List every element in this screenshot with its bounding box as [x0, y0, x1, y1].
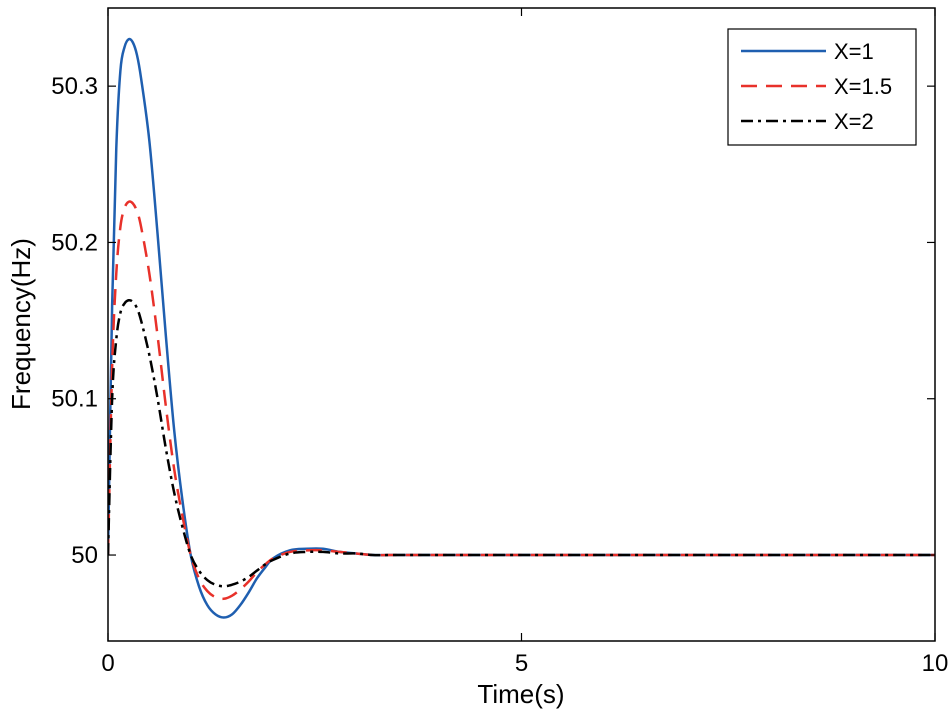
- y-tick-label: 50.2: [51, 229, 98, 256]
- y-tick-label: 50: [71, 542, 98, 569]
- series-line-2: [108, 202, 935, 599]
- x-tick-label: 5: [515, 650, 528, 677]
- x-axis-label: Time(s): [477, 679, 564, 709]
- frequency-response-chart: 0 5 10 50 50.1 50.2 50.3 Time(s) Frequency(Hz)…: [0, 0, 950, 717]
- legend: X=1 X=1.5 X=2: [728, 29, 916, 145]
- legend-label-1: X=1: [834, 39, 874, 64]
- y-tick-label: 50.1: [51, 386, 98, 413]
- legend-label-2: X=1.5: [834, 74, 892, 99]
- series-line-3: [108, 300, 935, 586]
- x-tick-label: 0: [101, 650, 114, 677]
- y-tick-label: 50.3: [51, 73, 98, 100]
- y-axis-label: Frequency(Hz): [6, 238, 36, 410]
- legend-label-3: X=2: [834, 109, 874, 134]
- x-tick-label: 10: [922, 650, 949, 677]
